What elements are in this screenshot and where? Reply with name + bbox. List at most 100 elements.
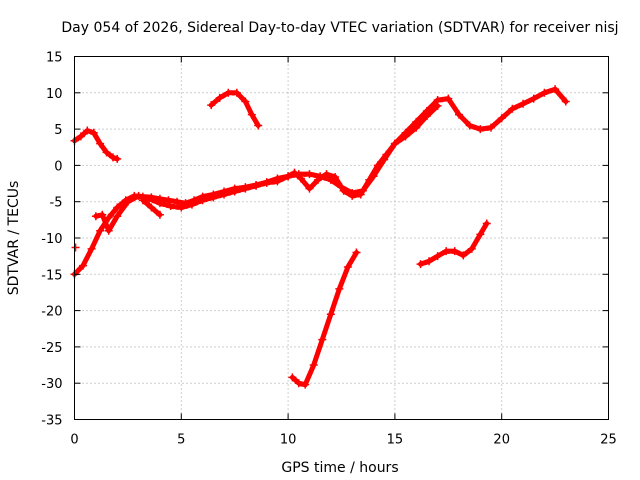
y-tick-label: -20 (41, 305, 62, 320)
data-point (335, 284, 344, 293)
data-point (288, 373, 297, 382)
data-point (390, 139, 399, 148)
data-point (232, 88, 241, 97)
data-point (301, 380, 310, 389)
y-tick-label: -10 (41, 232, 62, 247)
data-point (113, 154, 122, 163)
data-point (444, 94, 453, 103)
y-tick-label: 5 (54, 123, 62, 138)
series-line-jitter (73, 131, 118, 162)
data-point (155, 199, 164, 208)
data-point (215, 93, 224, 102)
data-point (476, 230, 485, 239)
data-point (230, 187, 239, 196)
y-tick-label: -5 (50, 196, 63, 211)
data-point (209, 193, 218, 202)
data-point (454, 110, 463, 119)
data-point (326, 310, 335, 319)
data-point (273, 177, 282, 186)
series-arc-2 (207, 88, 263, 130)
data-point (79, 261, 88, 270)
data-point (284, 172, 293, 181)
data-point (241, 97, 250, 106)
data-point (467, 244, 476, 253)
data-point (294, 379, 303, 388)
data-series (70, 85, 570, 389)
data-point (98, 210, 107, 219)
data-point (382, 150, 391, 159)
data-point (145, 194, 154, 203)
data-point (108, 153, 117, 162)
data-point (465, 121, 474, 130)
data-point (529, 94, 538, 103)
series-arc-4 (91, 101, 442, 235)
data-point (198, 196, 207, 205)
x-axis-title: GPS time / hours (281, 460, 398, 476)
data-point (343, 263, 352, 272)
data-point (482, 219, 491, 228)
series-line (72, 128, 120, 162)
data-point (497, 114, 506, 123)
series-line (72, 86, 569, 277)
data-point (305, 184, 314, 193)
data-point (96, 139, 105, 148)
data-point (352, 248, 361, 257)
y-tick-label: -25 (41, 341, 62, 356)
data-point (476, 125, 485, 134)
chart-title: Day 054 of 2026, Sidereal Day-to-day VTE… (61, 20, 618, 36)
data-point (177, 203, 186, 212)
data-point (155, 210, 164, 219)
data-point (164, 196, 173, 205)
data-point (104, 226, 113, 235)
data-point (561, 97, 570, 106)
grid-lines (74, 56, 609, 420)
data-point (442, 247, 451, 256)
data-point (314, 175, 323, 184)
data-point (322, 170, 331, 179)
data-point (113, 212, 122, 221)
data-point (356, 190, 365, 199)
x-tick-label: 0 (70, 433, 78, 448)
data-point (519, 99, 528, 108)
x-tick-label: 15 (387, 433, 404, 448)
series-line-jitter (73, 90, 567, 278)
y-tick-label: -15 (41, 268, 62, 283)
data-point (173, 197, 182, 206)
series-arc-7 (138, 196, 164, 219)
data-point (422, 112, 431, 121)
data-point (305, 170, 314, 179)
data-point (247, 110, 256, 119)
data-point (89, 128, 98, 137)
y-tick-label: 15 (46, 51, 63, 66)
data-point (207, 101, 216, 110)
data-point (309, 361, 318, 370)
data-point (224, 88, 233, 97)
series-line-jitter (291, 253, 358, 388)
data-point (459, 251, 468, 260)
data-point (365, 175, 374, 184)
data-point (551, 85, 560, 94)
data-point (76, 132, 85, 141)
data-point (91, 212, 100, 221)
series-arc-1 (70, 126, 122, 163)
data-point (318, 335, 327, 344)
data-point (339, 186, 348, 195)
data-point (138, 196, 147, 205)
data-point (96, 226, 105, 235)
data-point (220, 190, 229, 199)
y-tick-label: -35 (41, 414, 62, 429)
data-point (254, 121, 263, 130)
series-arc-6 (416, 219, 491, 269)
data-point (166, 202, 175, 211)
data-point (123, 197, 132, 206)
x-tick-label: 25 (600, 433, 617, 448)
data-point (373, 161, 382, 170)
x-tick-label: 5 (177, 433, 185, 448)
data-point (416, 260, 425, 269)
data-point (102, 148, 111, 157)
data-point (187, 200, 196, 209)
data-point (262, 178, 271, 187)
data-point (348, 191, 357, 200)
axis-ticks: 0 5 10 15 20 25 -35 -30 -25 -20 -15 -10 -5 0 5 10 15 (41, 51, 617, 448)
